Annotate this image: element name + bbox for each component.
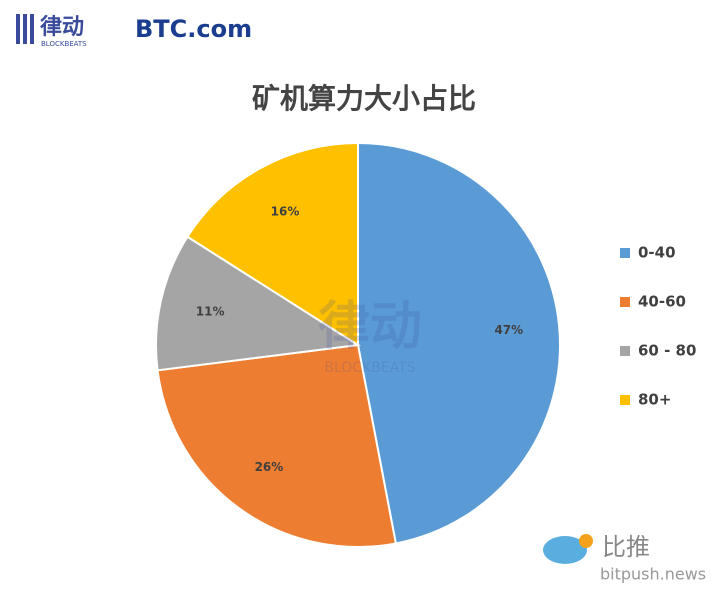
- data-label: 16%: [271, 205, 300, 219]
- logo-bar: [30, 14, 34, 44]
- legend-swatch: [620, 346, 630, 356]
- pie-slice: [155, 235, 361, 372]
- data-label: 11%: [196, 304, 225, 318]
- partner-logo: BTC.com: [135, 15, 252, 43]
- watermark-cn: 律动: [318, 297, 422, 357]
- legend-swatch: [620, 248, 630, 258]
- data-label: 26%: [255, 460, 284, 474]
- watermark: 律动 BLOCKBEATS: [318, 297, 422, 376]
- logo-en: BLOCKBEATS: [41, 40, 87, 48]
- pie-slice: [186, 141, 359, 347]
- footer-cn: 比推: [602, 533, 650, 561]
- bird-icon: [543, 536, 587, 564]
- chart-title: 矿机算力大小占比: [252, 82, 476, 115]
- pie: 47% 26% 11% 16%: [155, 141, 561, 548]
- legend-label: 60 - 80: [638, 342, 696, 360]
- footer-url: bitpush.news: [600, 565, 706, 584]
- legend: 0-40 40-60 60 - 80 80+: [620, 244, 696, 409]
- pie-slice: [156, 343, 398, 548]
- footer-logo: 比推 bitpush.news: [543, 533, 706, 584]
- coin-icon: [579, 534, 593, 548]
- logo-cn: 律动: [40, 14, 84, 40]
- header-logo: 律动 BLOCKBEATS BTC.com: [16, 14, 252, 48]
- pie-slice: [357, 141, 561, 545]
- legend-label: 40-60: [638, 293, 686, 311]
- data-label: 47%: [494, 323, 523, 337]
- legend-label: 80+: [638, 391, 671, 409]
- legend-label: 0-40: [638, 244, 676, 262]
- watermark-en: BLOCKBEATS: [324, 360, 415, 376]
- logo-bar: [23, 14, 27, 44]
- logo-bar: [16, 14, 20, 44]
- legend-swatch: [620, 395, 630, 405]
- legend-swatch: [620, 297, 630, 307]
